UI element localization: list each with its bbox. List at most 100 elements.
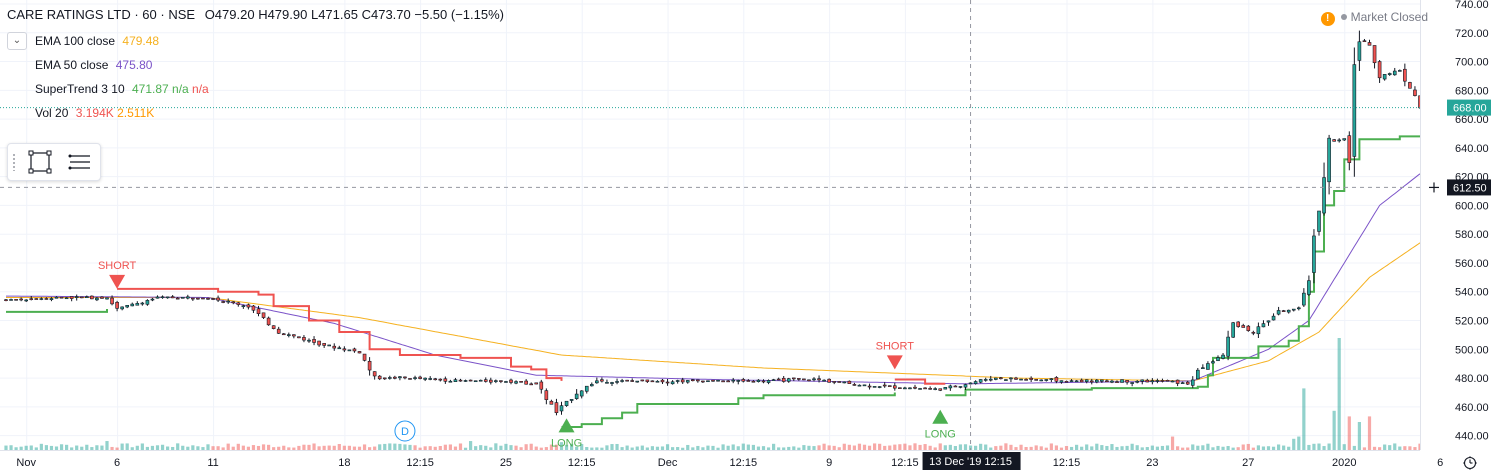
rectangle-icon[interactable]: [26, 148, 54, 176]
candle-body: [1286, 309, 1291, 313]
volume-bar: [1019, 444, 1023, 450]
volume-bar: [817, 445, 821, 450]
chevron-down-icon[interactable]: ⌄: [7, 32, 27, 50]
candle-body: [559, 405, 564, 412]
candle-body: [1160, 380, 1165, 382]
price-tick-label: 520.00: [1455, 316, 1489, 328]
supertrend-legend[interactable]: SuperTrend 3 10 471.87 n/a n/a: [35, 82, 209, 96]
volume-bar: [1211, 447, 1215, 450]
volume-value-2: 2.511K: [117, 106, 155, 120]
supertrend-na-1: n/a: [172, 82, 189, 96]
ema50-line: [6, 173, 1421, 385]
volume-legend[interactable]: Vol 20 3.194K 2.511K: [35, 106, 154, 120]
candle-body: [1246, 325, 1251, 331]
volume-bar: [1039, 446, 1043, 450]
candle-body: [236, 302, 241, 305]
candle-body: [1079, 379, 1084, 383]
candle-body: [19, 298, 23, 301]
volume-bar: [1170, 436, 1175, 450]
candle-body: [302, 337, 306, 341]
candle-body: [1327, 137, 1331, 183]
volume-bar: [1029, 446, 1033, 450]
ema50-legend[interactable]: EMA 50 close 475.80: [35, 58, 152, 72]
volume-bar: [140, 443, 144, 450]
symbol-title[interactable]: CARE RATINGS LTD · 60 · NSE: [7, 7, 196, 22]
time-tick-label: 12:15: [406, 457, 434, 469]
candle-body: [170, 296, 175, 299]
candle-body: [135, 303, 140, 306]
candle-body: [933, 388, 938, 390]
volume-bar: [989, 447, 993, 450]
volume-bar: [428, 446, 432, 450]
candle-body: [372, 371, 377, 377]
candle-body: [1150, 380, 1155, 383]
candle-body: [1064, 380, 1069, 383]
ema50-value: 475.80: [115, 58, 153, 72]
candle-body: [29, 298, 34, 300]
candle-body: [1302, 292, 1306, 306]
candle-body: [1024, 379, 1028, 381]
drag-handle[interactable]: [12, 153, 16, 171]
volume-bar: [1201, 445, 1205, 450]
price-tick-label: 460.00: [1455, 402, 1489, 414]
candle-body: [595, 380, 599, 384]
candle-body: [554, 402, 559, 413]
volume-bar: [1261, 446, 1266, 450]
volume-bar: [721, 444, 725, 450]
candle-body: [251, 305, 256, 311]
volume-bar: [580, 444, 584, 450]
candle-body: [69, 296, 74, 299]
candle-body: [610, 382, 614, 384]
volume-bar: [145, 446, 149, 450]
volume-bar: [85, 444, 89, 450]
volume-bar: [640, 445, 644, 450]
candle-body: [716, 379, 720, 382]
supertrend-up-line: [945, 135, 1420, 397]
symbol-header: CARE RATINGS LTD · 60 · NSE O479.20 H479…: [7, 7, 504, 22]
candle-body: [862, 384, 867, 387]
volume-bar: [176, 443, 180, 450]
candle-body: [64, 297, 69, 300]
candle-body: [292, 334, 296, 337]
ema100-legend[interactable]: EMA 100 close 479.48: [35, 34, 159, 48]
volume-bar: [59, 444, 64, 450]
volume-bar: [458, 443, 463, 450]
hamburger-menu-icon[interactable]: [66, 148, 94, 176]
candle-body: [1352, 64, 1357, 157]
volume-bar: [575, 446, 579, 450]
short-signal-arrow: [886, 355, 903, 370]
candle-body: [766, 380, 771, 383]
candle-body: [1130, 382, 1134, 384]
candle-body: [312, 339, 316, 343]
market-status[interactable]: ! Market Closed: [1320, 10, 1428, 26]
volume-bar: [267, 444, 271, 450]
candle-body: [1281, 310, 1286, 312]
volume-bar: [635, 446, 639, 450]
candle-body: [266, 317, 271, 326]
candle-body: [706, 380, 710, 383]
candle-body: [721, 380, 725, 383]
volume-bar: [1297, 436, 1301, 450]
candle-body: [211, 298, 215, 300]
volume-bar: [337, 444, 341, 450]
candle-body: [1307, 280, 1311, 295]
volume-bar: [251, 445, 256, 450]
candle-body: [958, 386, 963, 388]
candle-body: [24, 299, 29, 302]
volume-bar: [665, 444, 670, 450]
candle-body: [1034, 379, 1038, 381]
volume-bar: [322, 445, 326, 450]
volume-bar: [842, 443, 846, 450]
candle-body: [352, 348, 357, 352]
candle-body: [852, 384, 857, 386]
clock-icon[interactable]: [1463, 456, 1477, 470]
candle-body: [1125, 380, 1129, 383]
candle-body: [625, 379, 629, 382]
volume-bar: [388, 443, 392, 450]
candle-body: [842, 381, 847, 384]
volume-bar: [549, 444, 553, 450]
candle-body: [1120, 379, 1124, 383]
volume-bar: [797, 447, 801, 450]
volume-bar: [368, 447, 372, 450]
